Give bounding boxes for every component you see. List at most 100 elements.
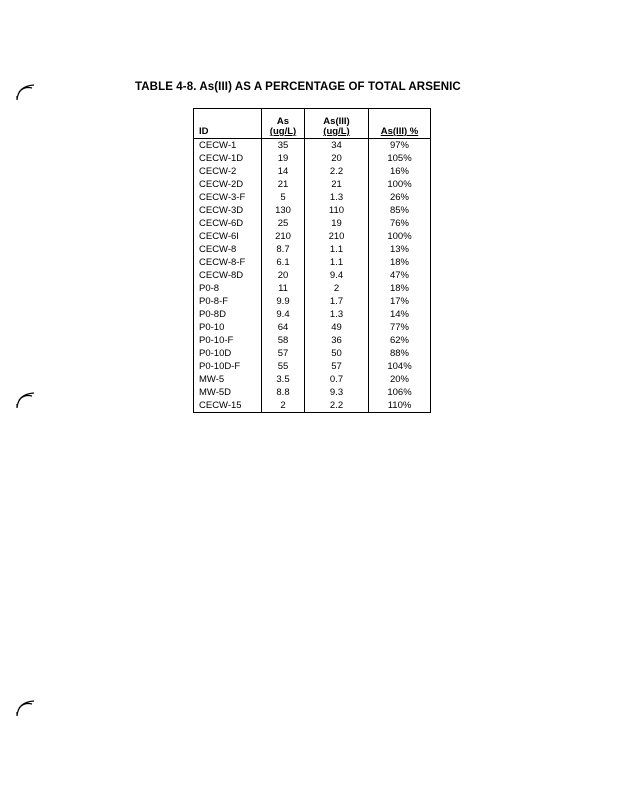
cell-id: CECW-6I	[193, 230, 262, 243]
cell-as3: 34	[304, 138, 369, 152]
table-row: CECW-6I 210 210 100%	[193, 230, 431, 243]
arsenic-table: ID As (ug/L) As(III) (ug/L) As(III) % CECW…	[193, 108, 431, 413]
cell-id: CECW-8	[193, 243, 262, 256]
cell-pct: 97%	[368, 138, 431, 152]
cell-pct: 18%	[368, 256, 431, 269]
cell-pct: 85%	[368, 204, 431, 217]
table-row: P0-8 11 2 18%	[193, 282, 431, 295]
cell-as: 9.4	[261, 308, 305, 321]
cell-pct: 100%	[368, 230, 431, 243]
cell-as3: 2	[304, 282, 369, 295]
cell-as3: 0.7	[304, 373, 369, 386]
header-as: As (ug/L)	[261, 108, 305, 139]
cell-as: 14	[261, 165, 305, 178]
cell-pct: 110%	[368, 399, 431, 413]
table-row: CECW-3-F 5 1.3 26%	[193, 191, 431, 204]
cell-as3: 1.1	[304, 243, 369, 256]
table-row: CECW-2 14 2.2 16%	[193, 165, 431, 178]
cell-id: CECW-1D	[193, 152, 262, 165]
table-row: CECW-8 8.7 1.1 13%	[193, 243, 431, 256]
cell-id: P0-10D-F	[193, 360, 262, 373]
table-title: TABLE 4-8. As(III) AS A PERCENTAGE OF TO…	[135, 81, 461, 93]
header-row: ID As (ug/L) As(III) (ug/L) As(III) %	[193, 108, 431, 139]
header-as3-label: As(III)	[323, 116, 350, 127]
cell-as3: 1.3	[304, 191, 369, 204]
header-id: ID	[193, 108, 262, 139]
cell-pct: 16%	[368, 165, 431, 178]
table-row: CECW-8-F 6.1 1.1 18%	[193, 256, 431, 269]
cell-as3: 21	[304, 178, 369, 191]
cell-as: 130	[261, 204, 305, 217]
cell-as3: 1.1	[304, 256, 369, 269]
table-row: CECW-15 2 2.2 110%	[193, 399, 431, 413]
cell-id: P0-8	[193, 282, 262, 295]
cell-id: P0-10	[193, 321, 262, 334]
cell-id: CECW-2	[193, 165, 262, 178]
cell-as3: 210	[304, 230, 369, 243]
cell-id: P0-8D	[193, 308, 262, 321]
cell-as: 3.5	[261, 373, 305, 386]
header-as3-unit: (ug/L)	[323, 126, 350, 137]
cell-as3: 1.7	[304, 295, 369, 308]
table-row: P0-10 64 49 77%	[193, 321, 431, 334]
cell-as: 6.1	[261, 256, 305, 269]
cell-as3: 2.2	[304, 399, 369, 413]
cell-pct: 17%	[368, 295, 431, 308]
cell-pct: 106%	[368, 386, 431, 399]
table-row: MW-5 3.5 0.7 20%	[193, 373, 431, 386]
table-row: CECW-1 35 34 97%	[193, 138, 431, 152]
cell-id: CECW-2D	[193, 178, 262, 191]
corner-curl-icon	[16, 392, 35, 409]
cell-as: 20	[261, 269, 305, 282]
cell-id: MW-5	[193, 373, 262, 386]
cell-id: CECW-6D	[193, 217, 262, 230]
cell-id: P0-10-F	[193, 334, 262, 347]
header-as3: As(III) (ug/L)	[304, 108, 369, 139]
cell-pct: 20%	[368, 373, 431, 386]
cell-as3: 20	[304, 152, 369, 165]
cell-as: 8.7	[261, 243, 305, 256]
cell-as: 11	[261, 282, 305, 295]
cell-id: CECW-8-F	[193, 256, 262, 269]
cell-pct: 62%	[368, 334, 431, 347]
table-row: P0-10D-F 55 57 104%	[193, 360, 431, 373]
cell-pct: 76%	[368, 217, 431, 230]
table-row: MW-5D 8.8 9.3 106%	[193, 386, 431, 399]
cell-as3: 9.3	[304, 386, 369, 399]
table-row: P0-8D 9.4 1.3 14%	[193, 308, 431, 321]
header-as-label: As	[276, 116, 290, 127]
table-row: P0-10D 57 50 88%	[193, 347, 431, 360]
cell-pct: 26%	[368, 191, 431, 204]
cell-as3: 50	[304, 347, 369, 360]
cell-as3: 2.2	[304, 165, 369, 178]
cell-pct: 105%	[368, 152, 431, 165]
cell-id: CECW-1	[193, 138, 262, 152]
cell-pct: 88%	[368, 347, 431, 360]
cell-as: 19	[261, 152, 305, 165]
cell-pct: 14%	[368, 308, 431, 321]
header-as-unit: (ug/L)	[269, 126, 297, 137]
cell-as3: 9.4	[304, 269, 369, 282]
cell-as3: 49	[304, 321, 369, 334]
cell-as: 2	[261, 399, 305, 413]
cell-id: CECW-3D	[193, 204, 262, 217]
cell-pct: 100%	[368, 178, 431, 191]
table-row: CECW-8D 20 9.4 47%	[193, 269, 431, 282]
corner-curl-icon	[16, 700, 35, 717]
table-row: CECW-1D 19 20 105%	[193, 152, 431, 165]
cell-as: 25	[261, 217, 305, 230]
cell-as3: 1.3	[304, 308, 369, 321]
table-row: P0-10-F 58 36 62%	[193, 334, 431, 347]
cell-id: CECW-8D	[193, 269, 262, 282]
cell-as: 64	[261, 321, 305, 334]
cell-id: P0-10D	[193, 347, 262, 360]
cell-as: 35	[261, 138, 305, 152]
cell-as: 8.8	[261, 386, 305, 399]
cell-id: MW-5D	[193, 386, 262, 399]
cell-pct: 18%	[368, 282, 431, 295]
table-row: CECW-3D 130 110 85%	[193, 204, 431, 217]
table-row: P0-8-F 9.9 1.7 17%	[193, 295, 431, 308]
table-row: CECW-6D 25 19 76%	[193, 217, 431, 230]
cell-id: CECW-15	[193, 399, 262, 413]
cell-as: 58	[261, 334, 305, 347]
